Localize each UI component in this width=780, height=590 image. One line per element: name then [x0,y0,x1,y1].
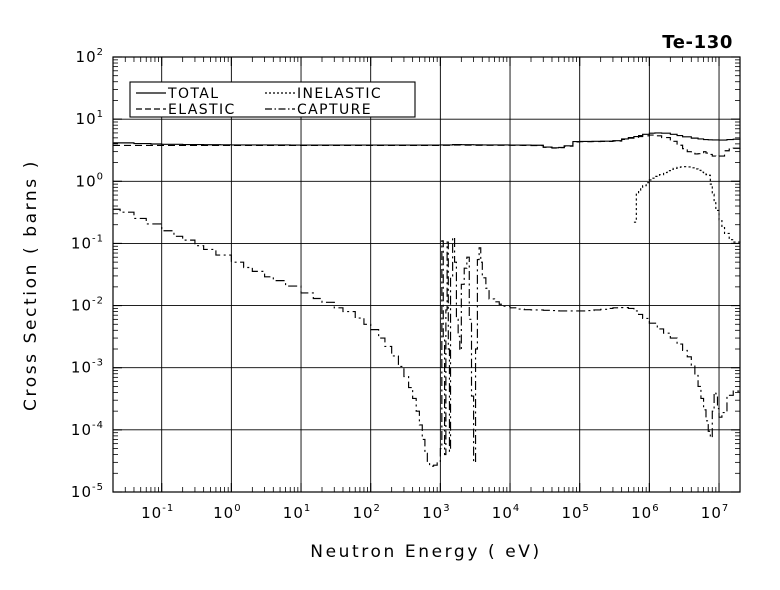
y-tick-label: 102 [76,47,104,66]
plot-title: Te-130 [662,32,733,53]
legend-box [129,81,416,118]
x-tick-label: 103 [422,503,450,522]
x-tick-label: 102 [352,503,380,522]
x-axis-label: Neutron Energy ( eV) [310,542,542,562]
curve-capture [113,208,741,467]
y-tick-label: 10-2 [71,296,104,315]
x-tick-label: 106 [631,503,659,522]
y-tick-label: 100 [76,171,104,190]
x-tick-label: 105 [561,503,589,522]
x-tick-label: 107 [701,503,729,522]
x-tick-labels: 10-1 100 101 102 103 104 105 106 107 [141,503,729,522]
legend: TOTAL INELASTIC ELASTIC CAPTURE [129,81,416,118]
curve-inelastic [633,166,741,244]
x-tick-label: 10-1 [141,503,174,522]
axis-ticks-layer [112,56,741,493]
y-tick-labels: 102 101 100 10-1 10-2 10-3 10-4 10-5 [71,47,104,501]
x-tick-label: 100 [213,503,241,522]
legend-label-total: TOTAL [167,86,219,102]
y-axis-label: Cross Section ( barns ) [21,159,41,411]
x-tick-label: 104 [492,503,520,522]
data-curves-layer [113,132,741,467]
y-tick-label: 101 [76,109,104,128]
y-tick-label: 10-4 [71,420,104,439]
y-tick-label: 10-5 [71,482,104,501]
y-tick-label: 10-3 [71,358,104,377]
legend-label-elastic: ELASTIC [168,102,236,118]
grid-layer [113,57,740,492]
legend-label-capture: CAPTURE [297,102,372,118]
y-tick-label: 10-1 [71,233,104,252]
plot-frame [112,56,741,493]
x-tick-label: 101 [283,503,311,522]
curve-elastic [113,134,741,158]
legend-label-inelastic: INELASTIC [297,86,382,102]
